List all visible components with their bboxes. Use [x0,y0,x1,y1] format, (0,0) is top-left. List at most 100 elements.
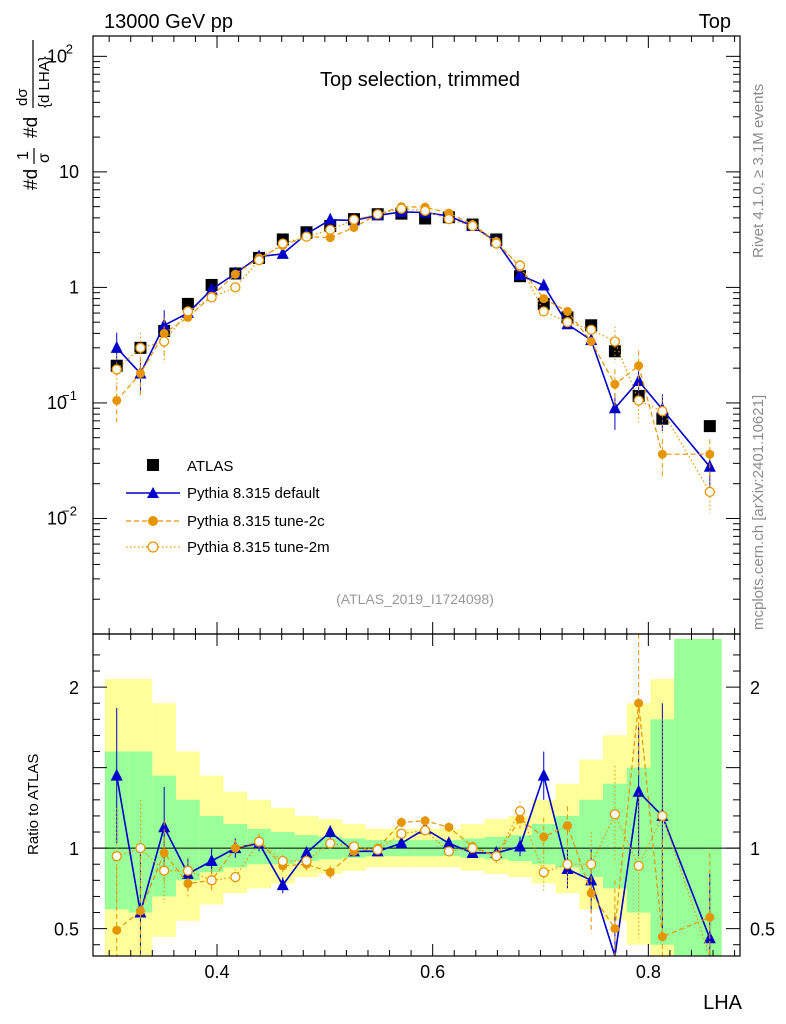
y-tick-label: 10 [47,508,67,528]
legend-atlas-label: ATLAS [187,458,233,475]
svg-text:#d: #d [21,169,42,190]
ratio-point [230,871,241,883]
legend-tune2m-label: Pythia 8.315 tune-2m [187,539,330,556]
legend: ATLAS Pythia 8.315 default Pythia 8.315 … [126,458,330,556]
chart-title: Top selection, trimmed [320,69,520,91]
y-tick-label: 10 [59,162,79,182]
main-point [657,449,667,459]
main-point [135,342,146,353]
ratio-y-tick-label-right: 0.5 [750,920,775,940]
ratio-point [467,842,478,854]
legend-tune2c-marker [148,516,158,526]
main-point [111,364,122,375]
ratio-point [539,832,549,842]
main-point [205,282,218,295]
svg-text:dσ: dσ [14,88,31,106]
band-inner-bin [697,638,722,956]
main-point [609,336,621,347]
ratio-point [206,875,217,886]
ratio-point [515,814,525,824]
main-point [514,260,526,271]
ratio-point [205,854,218,867]
ratio-point [324,825,337,838]
main-point [301,231,312,242]
ylabel-hash: # [21,179,42,190]
main-point [396,203,407,214]
rivet-version-label: Rivet 4.1.0, ≥ 3.1M events [750,84,767,258]
main-point [230,269,240,279]
ylabel-d: d [21,169,42,180]
main-point [372,209,383,220]
x-axis-label: LHA [703,992,743,1014]
main-point [206,292,217,303]
main-point [562,317,573,328]
main-point [514,268,527,281]
ratio-y-tick-label: 0.5 [54,920,79,940]
ratio-point [537,768,550,781]
main-point [325,233,335,243]
x-tick-label: 0.4 [204,962,229,982]
main-point [277,238,288,249]
main-point [538,306,549,317]
ratio-y-tick-label-right: 2 [750,678,760,698]
ratio-point [158,820,171,833]
ratio-point [230,843,240,853]
y-tick-exponent: 2 [66,41,73,56]
ratio-point [538,867,549,878]
main-point [324,212,337,225]
ylabel-hash-2: # [21,127,42,138]
main-point [159,336,170,347]
main-point [443,213,455,225]
ratio-point [183,879,193,889]
x-tick-label: 0.6 [420,962,445,982]
ratio-point [110,768,123,781]
ratio-point [372,844,383,855]
ratio-point [253,836,265,847]
main-point [539,294,549,304]
main-point [491,238,502,249]
band-inner-bin [579,799,604,878]
main-point [348,214,360,225]
legend-default-label: Pythia 8.315 default [187,485,320,502]
band-inner-bin [603,783,627,889]
ratio-y-tick-label: 2 [69,678,79,698]
main-point [253,255,265,266]
legend-default-marker [147,487,159,498]
main-series [110,202,716,514]
ratio-point [514,805,526,817]
x-tick-label: 0.8 [636,962,661,982]
ylabel-dlha: {d LHA} [36,56,53,108]
main-line-2 [116,206,710,455]
main-point [158,318,171,331]
main-point [181,297,194,310]
ratio-point [276,878,289,891]
ratio-point [301,855,312,867]
main-point [586,337,596,347]
ratio-point [420,816,430,826]
main-point [586,324,597,335]
ratio-point [632,784,645,797]
ratio-y-tick-label: 1 [69,839,79,859]
main-point [633,395,644,406]
main-point [276,246,289,259]
ratio-point [419,825,431,836]
main-point [657,405,668,417]
ylabel-one: 1 [15,151,32,160]
ratio-point [300,845,313,858]
ratio-point [442,836,455,849]
main-point [467,220,478,232]
y-tick-label: 1 [69,277,79,297]
ratio-point [348,841,360,852]
ylabel-dsigma: σ [14,88,31,98]
legend-atlas-marker [147,459,159,471]
ratio-point [562,859,573,870]
ratio-point [657,810,668,822]
main-point [705,449,715,459]
ratio-point [395,836,408,849]
ratio-point [396,828,407,839]
ratio-point [112,925,122,935]
main-point [112,395,122,405]
ratio-point [277,855,288,867]
y-tick-label: 10 [47,393,67,413]
